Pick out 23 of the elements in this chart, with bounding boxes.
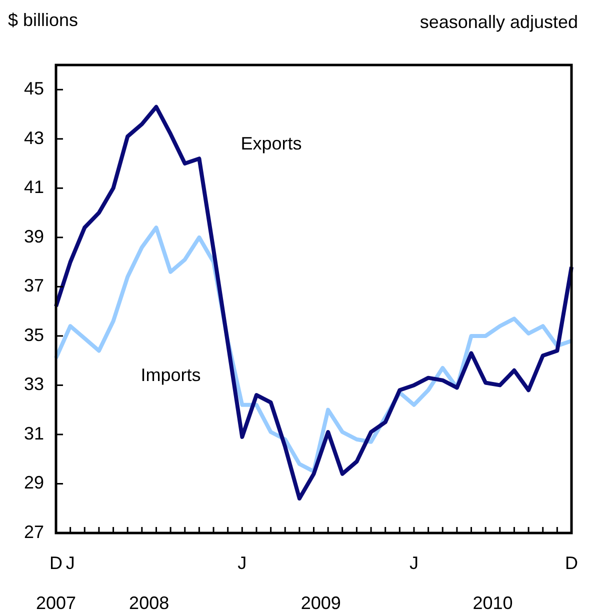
x-tick-label: J [238, 552, 247, 573]
text: 2010 [472, 592, 513, 613]
x-tick-label: D [565, 552, 578, 573]
y-tick-label: 41 [24, 177, 44, 198]
text: 2007 [36, 592, 76, 613]
y-tick-label: 27 [24, 522, 44, 542]
x-tick-label: J [409, 552, 418, 573]
text: 2008 [129, 592, 170, 613]
y-tick-label: 29 [24, 472, 44, 493]
y-tick-label: 35 [24, 324, 44, 345]
x-tick-label: J [66, 552, 75, 573]
y-tick-label: 33 [24, 374, 44, 394]
y-tick-label: 45 [24, 78, 44, 99]
y-axis-title: $ billions [8, 10, 78, 31]
x-tick-label: D [50, 552, 62, 573]
y-tick-label: 37 [24, 276, 44, 296]
chart-subtitle: seasonally adjusted [420, 12, 578, 33]
text: Exports [240, 134, 302, 154]
y-tick-label: 43 [24, 128, 44, 148]
text: 2009 [300, 592, 341, 613]
y-tick-label: 39 [24, 226, 44, 246]
y-tick-label: 31 [24, 423, 44, 444]
series-label: Imports [140, 365, 201, 386]
